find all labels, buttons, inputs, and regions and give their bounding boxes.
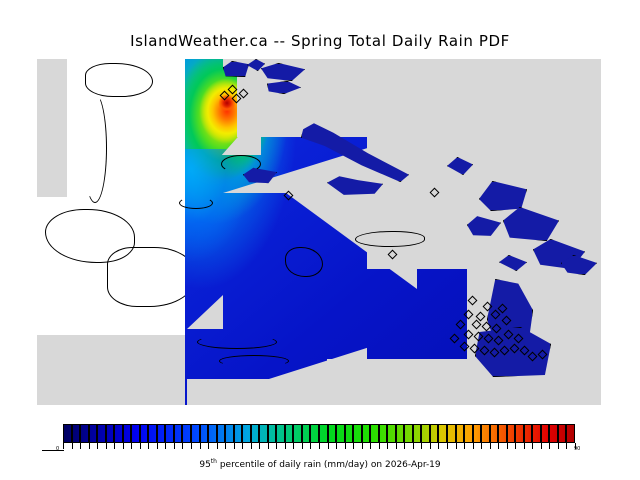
- page-title: IslandWeather.ca -- Spring Total Daily R…: [130, 32, 510, 50]
- gray-land-mask-south: [327, 359, 601, 405]
- caption-text: percentile of daily rain (mm/day) on 202…: [216, 460, 441, 470]
- coastline-north-mainland: [85, 63, 153, 97]
- colorbar-gradient: [63, 424, 575, 443]
- map-panel[interactable]: [37, 59, 601, 405]
- coastline-inland-lake-central: [355, 231, 425, 247]
- coastline-inland-lake-cowichan: [285, 247, 323, 277]
- colorbar-max-label: 90: [574, 446, 581, 452]
- figure-caption: 95th percentile of daily rain (mm/day) o…: [0, 458, 640, 470]
- coastline-mainland-south: [107, 247, 197, 307]
- coastline-southwest-inlets: [45, 209, 135, 263]
- coastline-west-lake: [179, 197, 213, 209]
- coastline-inlet-channel: [83, 93, 107, 203]
- coastline-inland-river-2: [219, 355, 289, 367]
- colorbar[interactable]: [63, 424, 575, 443]
- caption-percentile-number: 95: [199, 460, 211, 470]
- colorbar-minor-ticks: [63, 443, 576, 449]
- colorbar-leader-line: [42, 450, 64, 451]
- coastline-inland-lake-north: [221, 155, 261, 173]
- coastline-inland-river: [197, 335, 277, 349]
- caption-ordinal-suffix: th: [210, 458, 217, 465]
- colorbar-min-label: 0: [56, 446, 60, 452]
- gray-land-mask-north-strip: [223, 59, 263, 67]
